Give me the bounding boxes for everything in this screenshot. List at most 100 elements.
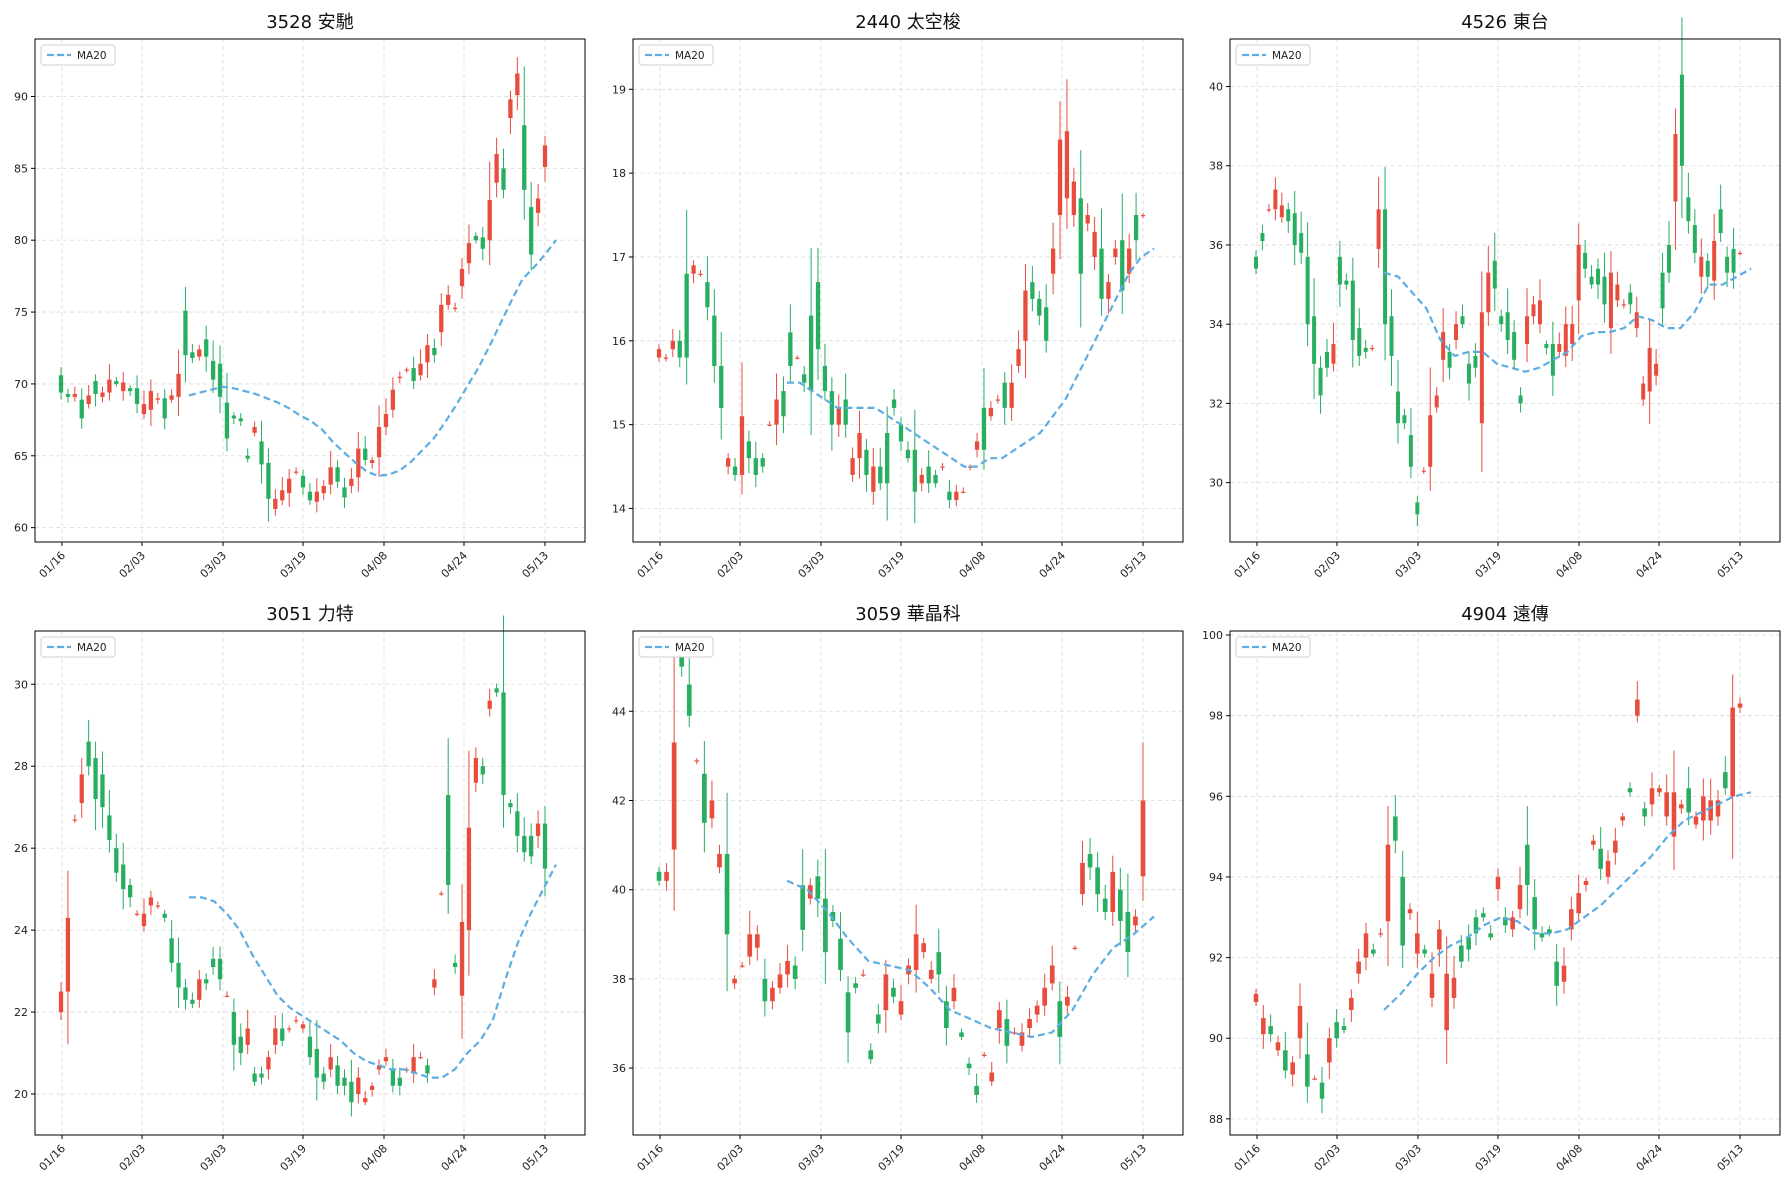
candle [134, 910, 140, 917]
candle-body-down [1319, 1082, 1325, 1099]
candle-body-down [1350, 280, 1355, 341]
candle [898, 985, 904, 1021]
ma20-line [189, 864, 557, 1079]
y-tick-label: 22 [14, 1006, 28, 1019]
candle [473, 232, 479, 244]
candle [487, 161, 492, 266]
candle [508, 90, 513, 135]
candle [1615, 271, 1620, 307]
candle-body-down [684, 273, 689, 358]
candle-body-up [1034, 1005, 1040, 1015]
candle-body-up [1016, 349, 1021, 366]
candle [1569, 896, 1574, 941]
candle [1554, 943, 1559, 1006]
candle-body-up [1429, 973, 1435, 998]
candle-body-down [732, 466, 738, 475]
candle [1635, 681, 1640, 723]
candle-body-down [843, 399, 848, 425]
candle-body-down [245, 455, 250, 459]
candle-body-down [933, 474, 938, 484]
candle [815, 859, 821, 918]
candle-body-down [1466, 363, 1471, 384]
candle [273, 1015, 278, 1055]
candle [959, 1028, 964, 1041]
candle-body-up [1266, 209, 1271, 211]
candle-body-down [1002, 382, 1007, 408]
candle-body-down [1099, 248, 1104, 299]
candle-body-up [1140, 800, 1146, 877]
x-tick-label: 05/13 [1715, 1142, 1747, 1174]
candle [928, 961, 934, 984]
candle-body-down [1037, 298, 1042, 316]
candle-body-down [259, 441, 264, 465]
candle [245, 1009, 250, 1055]
candle-body-down [515, 811, 520, 836]
candle [446, 738, 451, 914]
y-tick-label: 90 [1209, 1032, 1223, 1045]
chart-title: 4904 遠傳 [1461, 604, 1549, 625]
candle [1699, 238, 1704, 294]
candle [93, 741, 98, 831]
candle-body-down [981, 407, 987, 450]
candle-body-down [1087, 854, 1093, 868]
candle-body-up [1654, 363, 1659, 376]
candle [732, 975, 737, 990]
candle-body-up [1071, 181, 1077, 216]
candle [933, 469, 938, 488]
candle [1557, 332, 1562, 358]
candle-body-up [1561, 965, 1567, 982]
candle [936, 928, 942, 994]
x-tick-label: 04/24 [439, 549, 471, 581]
candle-body-up [1009, 382, 1014, 408]
candle-body-down [480, 766, 485, 775]
candle-body-down [1503, 917, 1508, 926]
candle-body-down [93, 381, 98, 394]
candle-body-up [1621, 304, 1626, 306]
candle-body-down [1554, 961, 1559, 986]
candle [1253, 988, 1259, 1007]
candle-body-up [459, 268, 465, 287]
candle-body-up [65, 917, 71, 992]
candle [204, 973, 209, 991]
candle-body-down [1459, 945, 1464, 962]
candle [1488, 925, 1493, 941]
candle-body-up [141, 404, 147, 415]
x-tick-label: 03/03 [1393, 1142, 1425, 1174]
candle-body-down [947, 491, 952, 501]
candle [1608, 251, 1613, 354]
candle-body-up [100, 392, 105, 397]
candle [739, 362, 745, 495]
candle-body-up [1620, 816, 1625, 821]
candle-body-down [252, 1073, 257, 1082]
candle [1737, 697, 1743, 714]
candle-body-up [425, 345, 430, 363]
candle [1715, 789, 1721, 826]
candle-body-down [342, 487, 347, 498]
candle-body-up [1092, 231, 1097, 257]
candle-body-down [1505, 312, 1510, 341]
candle [335, 1056, 340, 1094]
candle-body-up [698, 273, 703, 275]
x-tick-label: 01/16 [1232, 549, 1264, 581]
candle [446, 285, 451, 310]
candle [1042, 973, 1048, 1016]
candle-body-down [760, 458, 765, 467]
candle-body-down [1718, 209, 1723, 234]
candle-body-down [190, 999, 195, 1004]
candle [459, 884, 465, 1039]
candle [1363, 922, 1369, 971]
candle-body-down [705, 282, 710, 308]
candle-body-up [321, 485, 326, 494]
candle-body-down [1393, 816, 1398, 841]
candle-body-down [1596, 268, 1601, 285]
legend: MA20 [40, 636, 116, 658]
candle [397, 371, 402, 384]
y-tick-label: 40 [1209, 81, 1223, 94]
candle-body-up [314, 491, 319, 502]
candle [542, 135, 548, 182]
candle [850, 447, 855, 482]
candle [1673, 108, 1678, 250]
candle [760, 453, 765, 473]
legend: MA20 [1235, 636, 1311, 658]
